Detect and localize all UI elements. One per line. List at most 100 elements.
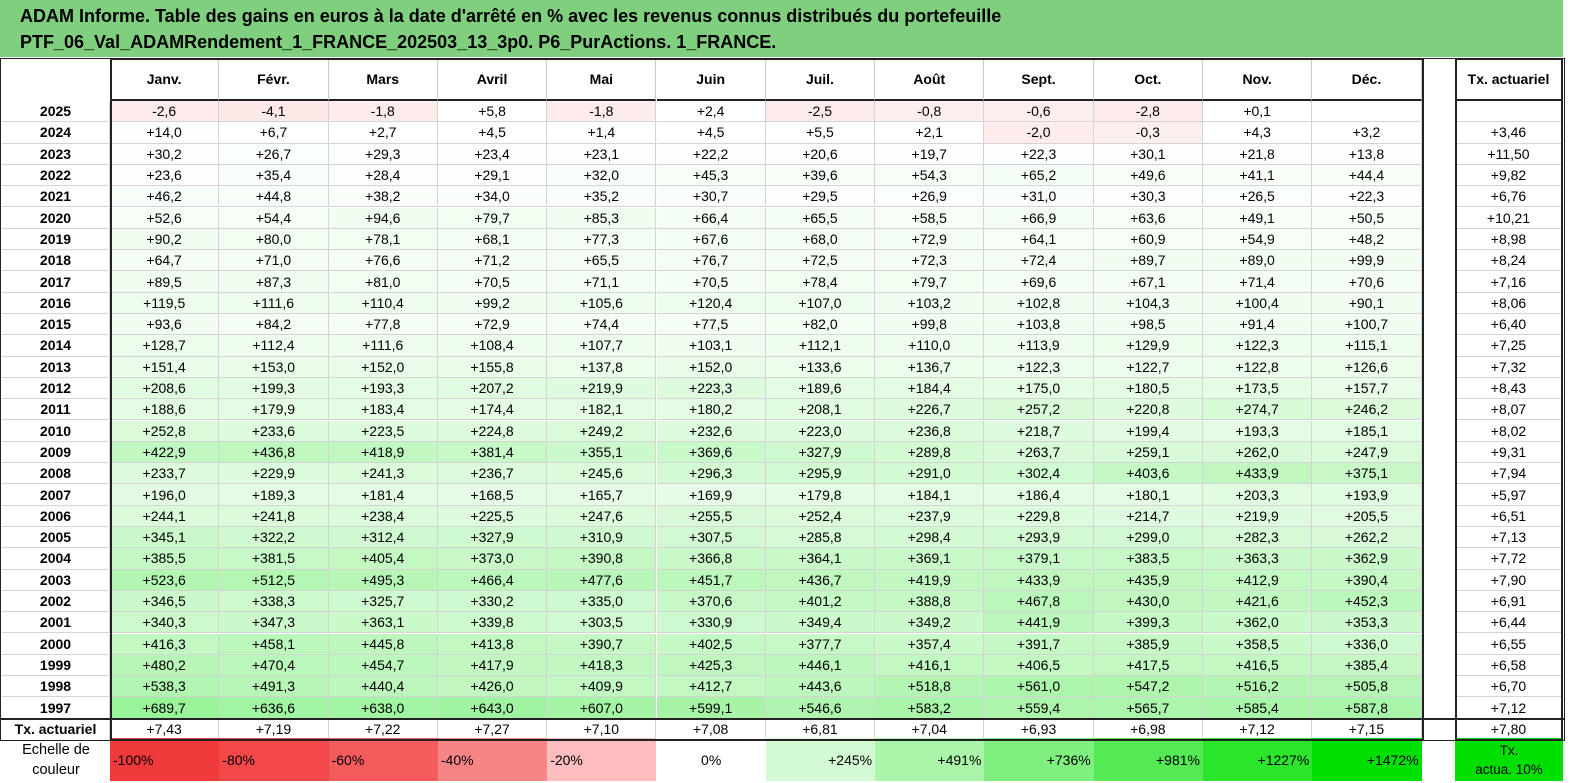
row-tx-cell: +5,97 — [1455, 484, 1563, 506]
gain-cell: +327,9 — [437, 527, 548, 549]
gain-cell: +282,3 — [1203, 527, 1313, 549]
month-header: Avril — [437, 58, 548, 101]
gain-cell: +247,6 — [547, 505, 657, 527]
gain-cell: +79,7 — [437, 207, 548, 229]
gain-cell: +157,7 — [1312, 377, 1422, 400]
gain-cell: +325,7 — [328, 590, 438, 613]
row-tx-cell: +9,82 — [1455, 164, 1563, 187]
color-scale-tx: Tx. actua. 10% — [1455, 738, 1563, 781]
row-tx-cell: +6,58 — [1455, 654, 1563, 677]
gain-cell: +182,1 — [547, 399, 657, 421]
gain-cell: +50,5 — [1312, 207, 1422, 229]
gain-cell: +29,3 — [328, 143, 438, 165]
gain-cell: +480,2 — [110, 654, 220, 677]
gain-cell: +322,2 — [219, 527, 329, 549]
gain-cell: +433,9 — [984, 569, 1094, 591]
gain-cell: +327,9 — [765, 441, 876, 464]
gain-cell: +35,4 — [219, 164, 329, 187]
gain-cell: +223,5 — [328, 420, 438, 442]
gain-cell: +185,1 — [1312, 420, 1422, 442]
gain-cell: +152,0 — [656, 356, 766, 378]
gain-cell: +349,4 — [765, 612, 876, 634]
gain-cell: +390,4 — [1312, 569, 1422, 591]
month-header: Juil. — [765, 58, 876, 101]
gain-cell: +168,5 — [437, 484, 548, 506]
row-tx-cell: +11,50 — [1455, 143, 1563, 165]
gain-cell: +347,3 — [219, 612, 329, 634]
gain-cell: +1,4 — [547, 122, 657, 144]
gain-cell: +34,0 — [437, 186, 548, 208]
gain-cell: +454,7 — [328, 654, 438, 677]
gain-cell: +68,1 — [437, 228, 548, 251]
gain-cell: +107,7 — [547, 335, 657, 357]
gain-cell: +120,4 — [656, 292, 766, 314]
footer-separator — [0, 717, 1565, 720]
row-tx-cell: +7,25 — [1455, 335, 1563, 357]
gain-cell: +186,4 — [984, 484, 1094, 506]
gain-cell: +390,8 — [547, 548, 657, 570]
gain-cell: +70,6 — [1312, 271, 1422, 293]
gain-cell: +385,9 — [1093, 633, 1203, 655]
gain-cell: +90,2 — [110, 228, 220, 251]
gain-cell: +48,2 — [1312, 228, 1422, 251]
gain-cell: +72,4 — [984, 250, 1094, 272]
gain-cell: +643,0 — [437, 697, 548, 719]
gain-cell: +259,1 — [1093, 441, 1203, 464]
gain-cell: +153,0 — [219, 356, 329, 378]
gain-cell: +137,8 — [547, 356, 657, 378]
gain-cell: +263,7 — [984, 441, 1094, 464]
month-header: Janv. — [110, 58, 220, 101]
gain-cell: +451,7 — [656, 569, 766, 591]
report-title-line2: PTF_06_Val_ADAMRendement_1_FRANCE_202503… — [20, 32, 777, 52]
gain-cell: +64,7 — [110, 250, 220, 272]
gain-cell: +91,4 — [1203, 314, 1313, 336]
report-header: ADAM Informe. Table des gains en euros à… — [0, 0, 1563, 57]
gain-cell: +23,4 — [437, 143, 548, 165]
month-header: Nov. — [1203, 58, 1313, 101]
gain-cell: +21,8 — [1203, 143, 1313, 165]
gain-cell: +22,3 — [1312, 186, 1422, 208]
gain-cell: +54,4 — [219, 207, 329, 229]
color-scale-step: +1472% — [1312, 738, 1422, 781]
gain-cell: +69,6 — [984, 271, 1094, 293]
gain-cell: +237,9 — [875, 505, 985, 527]
gain-cell: +233,7 — [110, 463, 220, 485]
gain-cell: +418,9 — [328, 441, 438, 464]
gain-cell: +4,5 — [656, 122, 766, 144]
gain-cell: +412,9 — [1203, 569, 1313, 591]
gain-cell: -0,8 — [875, 101, 985, 123]
gain-cell: +128,7 — [110, 335, 220, 357]
tx-header: Tx. actuariel — [1455, 58, 1563, 101]
month-header: Juin — [656, 58, 766, 101]
gain-cell: +236,8 — [875, 420, 985, 442]
gain-cell: +65,5 — [547, 250, 657, 272]
scale-label-line1: Echelle de — [22, 741, 90, 758]
gain-cell: +219,9 — [547, 377, 657, 400]
gain-cell: +179,9 — [219, 399, 329, 421]
gain-cell: +98,5 — [1093, 314, 1203, 336]
gain-cell: +71,0 — [219, 250, 329, 272]
row-tx-cell: +6,91 — [1455, 590, 1563, 613]
gain-cell: +426,0 — [437, 676, 548, 698]
gain-cell: +151,4 — [110, 356, 220, 378]
gain-cell: +68,0 — [765, 228, 876, 251]
gain-cell: +312,4 — [328, 527, 438, 549]
gain-cell: +245,6 — [547, 463, 657, 485]
year-label: 2003 — [2, 569, 110, 591]
gain-cell: -2,5 — [765, 101, 876, 123]
gain-cell: +3,2 — [1312, 122, 1422, 144]
gain-cell: +330,9 — [656, 612, 766, 634]
gain-cell: +599,1 — [656, 697, 766, 719]
gain-cell: +338,3 — [219, 590, 329, 613]
gain-cell: +133,6 — [765, 356, 876, 378]
gain-cell: +67,1 — [1093, 271, 1203, 293]
gain-cell: +236,7 — [437, 463, 548, 485]
gain-cell: +180,1 — [1093, 484, 1203, 506]
gain-cell: +22,2 — [656, 143, 766, 165]
gain-cell: +175,0 — [984, 377, 1094, 400]
year-label: 2005 — [2, 527, 110, 549]
gain-cell: +54,3 — [875, 164, 985, 187]
year-label: 2012 — [2, 377, 110, 400]
gain-cell: +72,5 — [765, 250, 876, 272]
gain-cell: +220,8 — [1093, 399, 1203, 421]
